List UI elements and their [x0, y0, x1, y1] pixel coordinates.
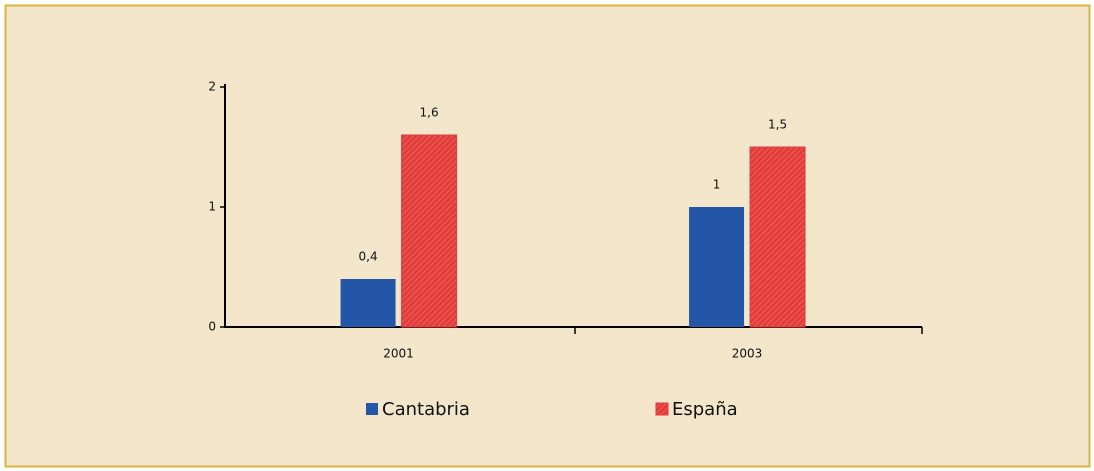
value-label: 1,6 — [420, 106, 439, 120]
x-tick-label: 2003 — [732, 347, 763, 361]
legend-label: Cantabria — [382, 399, 470, 420]
bar — [401, 134, 458, 328]
y-tick-label: 0 — [208, 320, 216, 334]
y-tick-label: 1 — [208, 200, 216, 214]
y-tick-label: 2 — [208, 80, 216, 94]
legend-label: España — [672, 399, 738, 420]
bar — [689, 207, 745, 327]
legend-swatch — [366, 403, 378, 415]
value-label: 1,5 — [768, 118, 787, 132]
legend-swatch — [655, 402, 669, 416]
value-label: 0,4 — [359, 250, 378, 264]
frame — [4, 4, 1091, 468]
bar — [749, 146, 806, 328]
value-label: 1 — [713, 178, 721, 192]
bar — [340, 279, 396, 327]
x-tick-label: 2001 — [383, 347, 414, 361]
